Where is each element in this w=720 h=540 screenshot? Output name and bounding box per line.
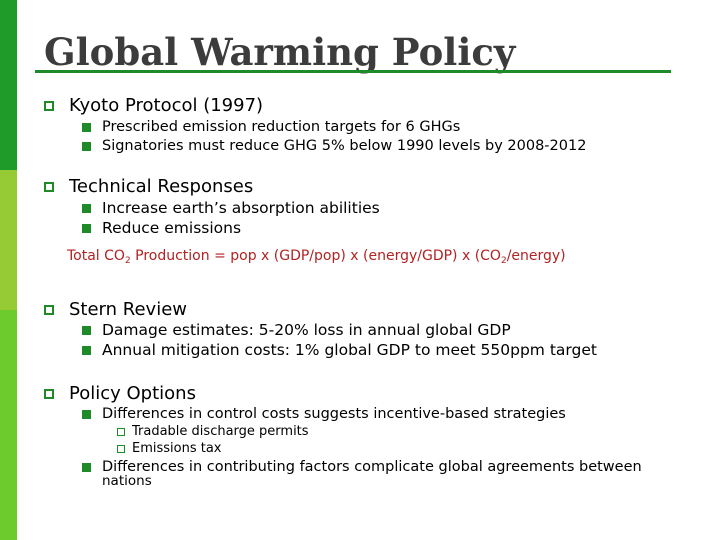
sub-list-item: Emissions tax (117, 441, 222, 456)
section-stern: Stern Review (44, 299, 187, 320)
side-bar-top (0, 0, 17, 170)
hollow-square-bullet-icon (44, 388, 54, 399)
section-policy: Policy Options (44, 383, 196, 404)
filled-square-bullet-icon (82, 141, 91, 151)
hollow-square-bullet-icon (44, 181, 54, 192)
filled-square-bullet-icon (82, 325, 91, 335)
sub-list-item-text: Emissions tax (132, 441, 222, 456)
list-item-text: Differences in contributing factors comp… (102, 459, 642, 475)
co2-formula: Total CO2 Production = pop x (GDP/pop) x… (67, 248, 566, 266)
sub-list-item: Tradable discharge permits (117, 424, 309, 439)
list-item-continuation: nations (102, 473, 152, 489)
section-technical: Technical Responses (44, 176, 253, 197)
list-item: Annual mitigation costs: 1% global GDP t… (82, 341, 597, 359)
list-item: Differences in control costs suggests in… (82, 406, 566, 422)
list-item-text: Reduce emissions (102, 219, 242, 237)
filled-square-bullet-icon (82, 223, 91, 233)
side-bar-middle (0, 170, 17, 310)
slide-title: Global Warming Policy (44, 30, 516, 74)
hollow-square-bullet-icon (117, 427, 125, 436)
filled-square-bullet-icon (82, 345, 91, 355)
filled-square-bullet-icon (82, 203, 91, 213)
section-kyoto: Kyoto Protocol (1997) (44, 95, 263, 116)
list-item: Increase earth’s absorption abilities (82, 199, 380, 217)
filled-square-bullet-icon (82, 409, 91, 419)
sub-list-item-text: Tradable discharge permits (132, 424, 309, 439)
list-item-text: Increase earth’s absorption abilities (102, 199, 380, 217)
list-item-text: Prescribed emission reduction targets fo… (102, 119, 461, 135)
side-bar-bottom (0, 310, 17, 540)
section-heading: Policy Options (69, 383, 196, 404)
list-item-text: Annual mitigation costs: 1% global GDP t… (102, 341, 597, 359)
list-item: Signatories must reduce GHG 5% below 199… (82, 138, 586, 154)
section-heading: Stern Review (69, 299, 187, 320)
list-item-text: Damage estimates: 5-20% loss in annual g… (102, 321, 511, 339)
list-item: Damage estimates: 5-20% loss in annual g… (82, 321, 511, 339)
list-item-text: Differences in control costs suggests in… (102, 406, 566, 422)
list-item: Prescribed emission reduction targets fo… (82, 119, 460, 135)
hollow-square-bullet-icon (44, 304, 54, 315)
section-heading: Technical Responses (69, 176, 254, 197)
section-heading: Kyoto Protocol (1997) (69, 95, 264, 116)
list-item: Differences in contributing factors comp… (82, 459, 642, 475)
filled-square-bullet-icon (82, 122, 91, 132)
title-underline (35, 70, 671, 73)
list-item-text: Signatories must reduce GHG 5% below 199… (102, 138, 587, 154)
hollow-square-bullet-icon (117, 444, 125, 453)
list-item: Reduce emissions (82, 219, 241, 237)
filled-square-bullet-icon (82, 462, 91, 472)
hollow-square-bullet-icon (44, 100, 54, 111)
